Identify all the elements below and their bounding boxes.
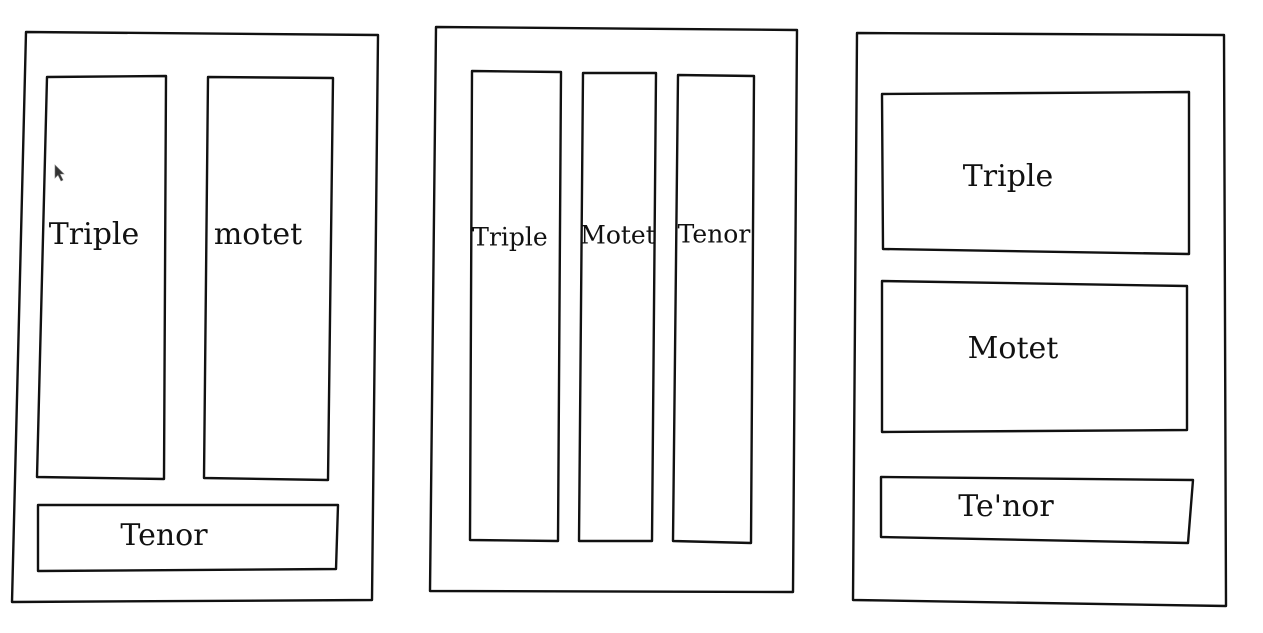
panel-1-frame	[10, 30, 380, 604]
panel-2-motet-label: Motet	[580, 221, 656, 250]
panel-3-tenor-label: Te'nor	[958, 489, 1054, 524]
panel-2-frame	[428, 25, 799, 594]
panel-2-triple-box	[468, 69, 563, 543]
panel-1-tenor-box	[36, 503, 340, 573]
panel-1-triple-box	[35, 74, 168, 481]
panel-2-motet-box	[577, 71, 658, 543]
panel-1-triple-label: Triple	[49, 217, 140, 252]
layout-panel-1: Triple motet Tenor	[10, 30, 380, 604]
panel-3-motet-box	[880, 279, 1189, 434]
panel-2-tenor-label: Tenor	[678, 220, 751, 249]
panel-1-motet-label: motet	[214, 217, 302, 252]
panel-2-triple-label: Triple	[472, 223, 547, 252]
mouse-pointer-icon	[54, 164, 65, 182]
panel-3-motet-label: Motet	[968, 331, 1059, 366]
panel-3-triple-box	[880, 90, 1191, 256]
layout-panel-2: Triple Motet Tenor	[428, 25, 799, 594]
panel-1-motet-box	[202, 75, 335, 482]
panel-2-tenor-box	[671, 73, 756, 545]
layout-panel-3: Triple Motet Te'nor	[851, 31, 1228, 608]
panel-3-frame	[851, 31, 1228, 608]
panel-1-tenor-label: Tenor	[120, 518, 208, 553]
panel-3-triple-label: Triple	[963, 159, 1054, 194]
panel-3-tenor-box	[879, 475, 1195, 545]
